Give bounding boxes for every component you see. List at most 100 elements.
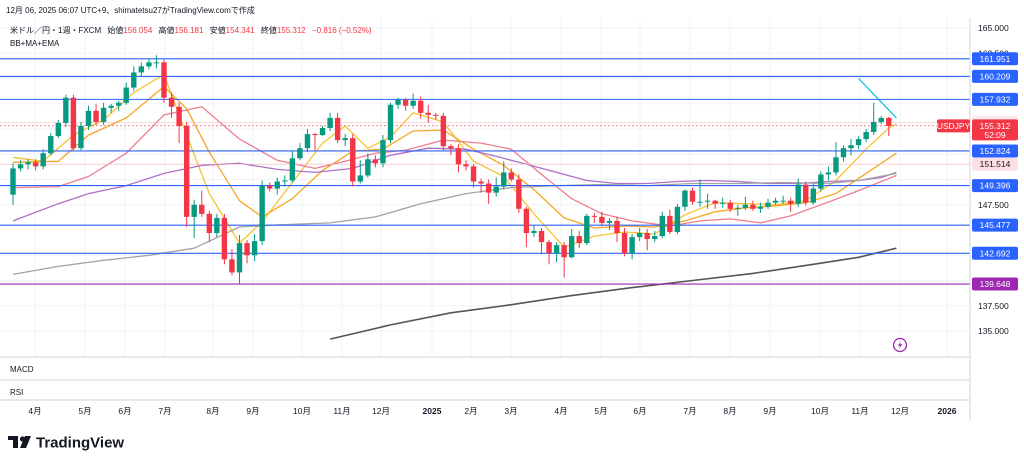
candle — [274, 177, 280, 195]
candle — [176, 102, 182, 144]
candle-body — [667, 215, 673, 233]
candle — [493, 177, 499, 197]
candle-body — [855, 139, 862, 146]
rsi-pane-label[interactable]: RSI — [10, 388, 23, 397]
price-tag-bg — [972, 52, 1018, 66]
tradingview-logo-dot — [19, 436, 26, 442]
candle — [236, 235, 243, 285]
candle — [772, 197, 779, 205]
candle — [395, 97, 401, 109]
tradingview-logo-text: TradingView — [36, 435, 124, 452]
candle — [810, 183, 816, 205]
x-tick-label: 5月 — [594, 406, 607, 416]
candle — [440, 112, 447, 151]
candle-body — [735, 207, 741, 209]
candle-body — [674, 206, 681, 233]
candle-body — [787, 200, 794, 204]
x-tick-label: 7月 — [158, 406, 171, 416]
candle-body — [229, 259, 235, 273]
candle-body — [32, 162, 39, 167]
candle — [546, 240, 552, 265]
time-axis[interactable]: 4月 5月 6月 7月 8月 9月 10月 11月 12月 2025 2月 3月 4月 5月 6月 7月 8月 9… — [28, 406, 956, 416]
candle-body — [244, 243, 250, 256]
candle-body — [251, 241, 258, 256]
candle-body — [78, 125, 84, 149]
candle — [599, 211, 605, 226]
candle-body — [214, 217, 220, 234]
candle — [636, 227, 643, 242]
candle-body — [357, 175, 363, 182]
candle — [840, 145, 847, 162]
candle — [614, 216, 620, 243]
candle-body — [191, 204, 197, 217]
price-tag-label: 160.209 — [980, 71, 1011, 81]
candle-body — [342, 138, 348, 141]
candle — [803, 181, 809, 206]
candle-body — [282, 180, 288, 182]
candle — [674, 203, 681, 235]
candle — [470, 164, 477, 188]
candle — [644, 228, 650, 251]
candle — [327, 112, 333, 132]
candle — [765, 198, 771, 209]
x-tick-label: 10月 — [293, 406, 311, 416]
candle — [85, 105, 92, 131]
candle-body — [833, 157, 839, 173]
candle — [735, 204, 741, 216]
candle-body — [553, 245, 560, 254]
candle — [591, 212, 598, 223]
candle-body — [365, 159, 371, 176]
candle-body — [591, 215, 598, 217]
candle-body — [372, 159, 379, 164]
change-value: −0.816 (−0.52%) — [312, 26, 372, 35]
candle-body — [40, 153, 46, 167]
symbol-tag-label[interactable]: USDJPY — [937, 121, 971, 131]
candle-body — [410, 100, 416, 106]
x-tick-label: 4月 — [28, 406, 41, 416]
candle-body — [319, 127, 326, 136]
candle — [478, 178, 484, 193]
candle — [251, 234, 258, 262]
candle-body — [614, 220, 620, 234]
tradingview-logo[interactable]: TradingView — [8, 435, 124, 452]
candle — [757, 202, 764, 213]
lightning-icon[interactable] — [892, 337, 908, 353]
price-tag-bg — [972, 92, 1018, 106]
candle — [312, 133, 318, 151]
candle — [538, 227, 545, 255]
candle — [63, 94, 69, 127]
candle-body — [387, 104, 394, 141]
indicators-label[interactable]: BB+MA+EMA — [10, 39, 60, 48]
candle — [418, 96, 424, 119]
price-tag-bg — [972, 246, 1018, 260]
x-tick-label: 11月 — [333, 406, 350, 416]
candle-body — [304, 134, 311, 149]
candle-body — [470, 166, 477, 182]
candle — [334, 112, 341, 144]
candle — [629, 234, 635, 260]
y-tick-label: 147.500 — [978, 200, 1009, 210]
candle-body — [795, 184, 801, 204]
candle-body — [750, 204, 756, 209]
candle-body — [712, 200, 718, 204]
candle-body — [327, 117, 333, 128]
candle — [553, 242, 560, 263]
x-tick-label: 7月 — [683, 406, 696, 416]
indicator-line-ma-longer — [329, 247, 897, 340]
candle — [100, 102, 107, 125]
candle — [621, 227, 628, 257]
candle — [818, 171, 824, 192]
candle — [750, 200, 756, 211]
candle — [780, 195, 786, 204]
x-tick-label: 12月 — [891, 406, 909, 416]
candle-body — [116, 102, 122, 106]
candle-body — [350, 138, 356, 182]
candle — [448, 144, 454, 156]
candle-body — [221, 217, 228, 260]
macd-pane-label[interactable]: MACD — [10, 365, 34, 374]
candle-body — [863, 132, 869, 140]
candle-body — [636, 233, 643, 238]
candle — [48, 133, 54, 156]
candle-body — [312, 134, 318, 136]
price-tag-label: 161.951 — [980, 54, 1011, 64]
